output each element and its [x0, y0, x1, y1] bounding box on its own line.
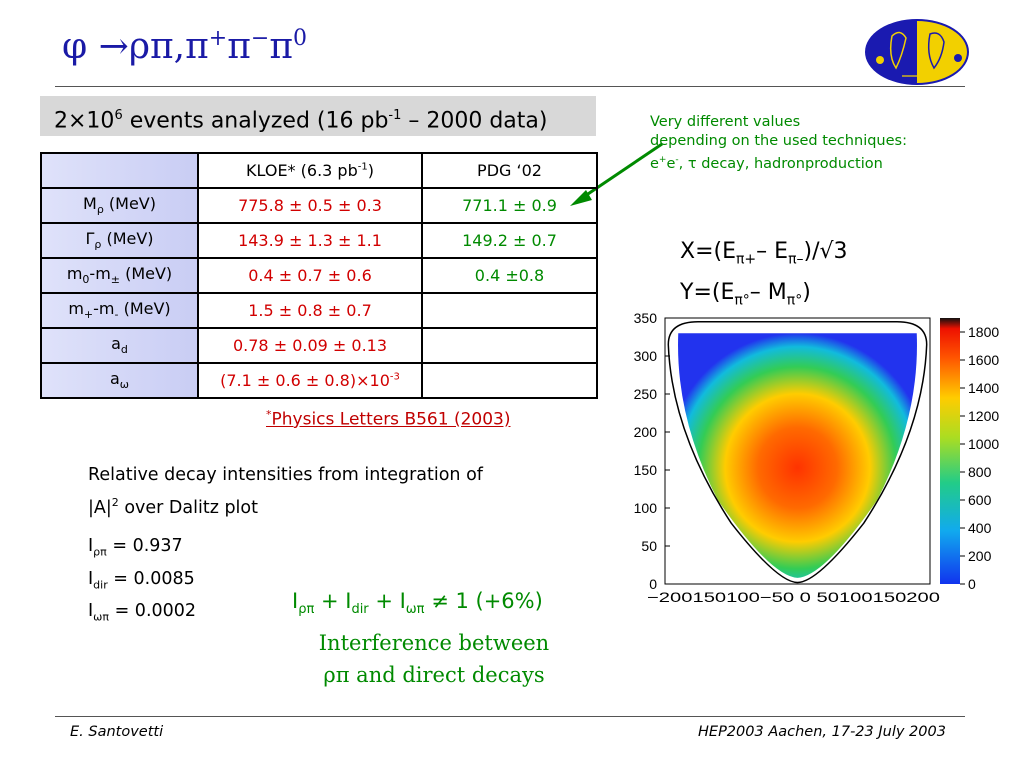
relative-intensities-text: Relative decay intensities from integrat…: [88, 465, 483, 518]
intensity-omega-pi: Iωπ = 0.0002: [88, 601, 197, 624]
table-row: Γρ (MeV) 143.9 ± 1.3 ± 1.1 149.2 ± 0.7: [40, 222, 598, 259]
pdg-value: 771.1 ± 0.9: [421, 187, 598, 224]
y-tick-label: 50: [641, 538, 657, 554]
kloe-value: 0.78 ± 0.09 ± 0.13: [197, 327, 423, 364]
pdg-value: 0.4 ±0.8: [421, 257, 598, 294]
dalitz-plot: 0 50 100 150 200 250 300 350 −200150100−50 0 501…: [634, 310, 1000, 605]
row-label-mass: Mρ (MeV): [40, 187, 199, 224]
footer-conference: HEP2003 Aachen, 17-23 July 2003: [698, 724, 946, 740]
kloe-value: 775.8 ± 0.5 ± 0.3: [197, 187, 423, 224]
y-tick-label: 150: [634, 462, 658, 478]
x-tick-labels: −200150100−50 0 50100150200: [647, 589, 940, 605]
page-title: φ →ρπ,π+π−π0: [62, 26, 307, 67]
intensity-values: Iρπ = 0.937 Idir = 0.0085 Iωπ = 0.0002: [88, 533, 196, 631]
y-tick-label: 200: [634, 424, 658, 440]
table-row: aω (7.1 ± 0.6 ± 0.8)×10-3: [40, 362, 598, 399]
table-row: m+-m- (MeV) 1.5 ± 0.8 ± 0.7: [40, 292, 598, 329]
row-label-ad: ad: [40, 327, 199, 364]
reference-link[interactable]: *Physics Letters B561 (2003): [266, 408, 511, 430]
y-tick-label: 100: [634, 500, 658, 516]
row-label-mplus-mminus: m+-m- (MeV): [40, 292, 199, 329]
y-tick-label: 300: [634, 348, 658, 364]
kloe-column-header: KLOE* (6.3 pb-1): [197, 152, 423, 189]
kinematic-boundary: [667, 321, 928, 584]
footer-divider: [55, 716, 965, 717]
y-definition: Y=(Eπ°– Mπ°): [680, 280, 811, 309]
intensity-rho-pi: Iρπ = 0.937: [88, 536, 183, 559]
colorbar-tick-label: 600: [968, 492, 992, 508]
colorbar-tick-label: 1400: [968, 380, 999, 396]
dalitz-distribution: [678, 333, 917, 578]
kloe-value: 143.9 ± 1.3 ± 1.1: [197, 222, 423, 259]
kloe-value: 1.5 ± 0.8 ± 0.7: [197, 292, 423, 329]
events-summary-box: 2×106 events analyzed (16 pb-1 – 2000 da…: [40, 96, 596, 136]
row-label-m0-mpm: m0-m± (MeV): [40, 257, 199, 294]
colorbar-tick-label: 200: [968, 548, 992, 564]
colorbar-tick-label: 1600: [968, 352, 999, 368]
colorbar-tick-label: 400: [968, 520, 992, 536]
pdg-value: [421, 327, 598, 364]
colorbar-tick-label: 1800: [968, 324, 999, 340]
row-label-width: Γρ (MeV): [40, 222, 199, 259]
footer-author: E. Santovetti: [70, 724, 164, 740]
table-row: m0-m± (MeV) 0.4 ± 0.7 ± 0.6 0.4 ±0.8: [40, 257, 598, 294]
table-header-row: KLOE* (6.3 pb-1) PDG ‘02: [40, 152, 598, 189]
intensity-direct: Idir = 0.0085: [88, 568, 195, 592]
techniques-note: Very different values depending on the u…: [650, 114, 907, 172]
colorbar-scale: [940, 318, 960, 584]
y-tick-label: 350: [634, 310, 658, 326]
plot-axes: 0 50 100 150 200 250 300 350 −200150100−50 0 501…: [634, 310, 941, 605]
pdg-value: [421, 292, 598, 329]
table-corner-cell: [40, 152, 199, 189]
dalitz-variables: X=(Eπ+– Eπ–)/√3 Y=(Eπ°– Mπ°): [680, 235, 848, 318]
pdg-column-header: PDG ‘02: [421, 152, 598, 189]
header-divider: [55, 86, 965, 87]
interference-note: Interference between ρπ and direct decay…: [318, 631, 550, 687]
colorbar-tick-label: 1200: [968, 408, 999, 424]
colorbar: 0 200 400 600 800 1000 1200 1400 1600 1800: [940, 318, 999, 592]
colorbar-tick-label: 0: [968, 576, 976, 592]
kloe-value: 0.4 ± 0.7 ± 0.6: [197, 257, 423, 294]
pdg-value: 149.2 ± 0.7: [421, 222, 598, 259]
x-definition: X=(Eπ+– Eπ–)/√3: [680, 239, 848, 268]
row-label-aomega: aω: [40, 362, 199, 399]
y-tick-label: 250: [634, 386, 658, 402]
heatmap-area: [664, 317, 931, 585]
measurement-table: KLOE* (6.3 pb-1) PDG ‘02 Mρ (MeV) 775.8 …: [40, 152, 598, 399]
table-row: Mρ (MeV) 775.8 ± 0.5 ± 0.3 771.1 ± 0.9: [40, 187, 598, 224]
y-tick-label: 0: [649, 576, 657, 592]
pdg-value: [421, 362, 598, 399]
kloe-logo: [865, 19, 969, 85]
colorbar-tick-label: 1000: [968, 436, 999, 452]
intensity-sum: Iρπ + Idir + Iωπ ≠ 1 (+6%): [292, 589, 543, 618]
kloe-value: (7.1 ± 0.6 ± 0.8)×10-3: [197, 362, 423, 399]
table-row: ad 0.78 ± 0.09 ± 0.13: [40, 327, 598, 364]
colorbar-tick-label: 800: [968, 464, 992, 480]
